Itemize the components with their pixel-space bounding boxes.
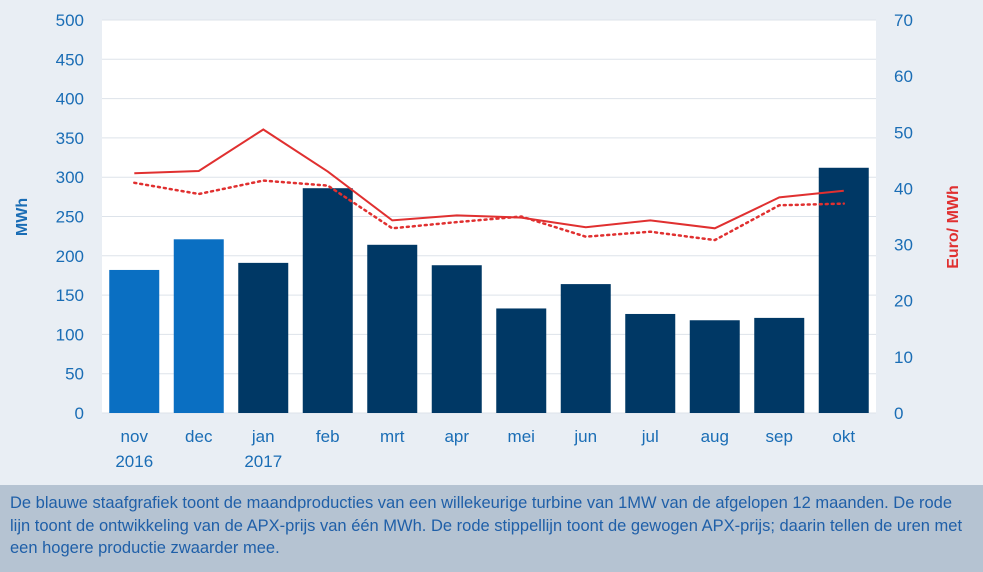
production-price-chart: 0 50 100 150 200 250 300 350 400 450 500 0 10 20 30 40… bbox=[14, 11, 962, 471]
y-left-tick-label: 300 bbox=[56, 168, 84, 187]
bar bbox=[302, 188, 353, 413]
chart-caption: De blauwe staafgrafiek toont de maandpro… bbox=[0, 485, 983, 572]
x-tick-label: nov 2016 bbox=[115, 427, 153, 471]
y-left-tick-label: 450 bbox=[56, 50, 84, 69]
y-right-tick-label: 10 bbox=[894, 348, 913, 367]
y-left-tick-label: 500 bbox=[56, 11, 84, 30]
bar bbox=[754, 317, 805, 413]
bar bbox=[367, 244, 418, 413]
y-left-tick-label: 100 bbox=[56, 325, 84, 344]
x-tick-label: dec bbox=[185, 427, 213, 446]
bar bbox=[238, 262, 289, 413]
x-tick-label: apr bbox=[444, 427, 469, 446]
bar bbox=[689, 320, 740, 413]
x-tick-label: aug bbox=[701, 427, 729, 446]
y-left-tick-label: 50 bbox=[65, 365, 84, 384]
y-left-tick-label: 200 bbox=[56, 247, 84, 266]
y-right-tick-label: 60 bbox=[894, 67, 913, 86]
x-axis-ticks: nov 2016 dec jan 2017 feb mrt apr mei jun jul aug se… bbox=[115, 427, 855, 471]
y-axis-left-ticks: 0 50 100 150 200 250 300 350 400 450 500 bbox=[56, 11, 84, 423]
bar bbox=[625, 313, 676, 413]
y-right-tick-label: 50 bbox=[894, 123, 913, 142]
x-tick-label: jun bbox=[573, 427, 597, 446]
price-lines bbox=[133, 128, 846, 242]
gridlines bbox=[102, 19, 876, 414]
price-line bbox=[134, 128, 844, 230]
y-right-tick-label: 20 bbox=[894, 292, 913, 311]
x-tick-label: mei bbox=[508, 427, 535, 446]
y-left-tick-label: 0 bbox=[75, 404, 84, 423]
x-tick-label: mrt bbox=[380, 427, 405, 446]
bar bbox=[431, 265, 482, 413]
bar bbox=[109, 269, 160, 413]
y-left-tick-label: 350 bbox=[56, 129, 84, 148]
y-axis-right-ticks: 0 10 20 30 40 50 60 70 bbox=[894, 11, 913, 423]
weighted-price-line bbox=[133, 179, 846, 242]
bar bbox=[560, 284, 611, 413]
chart-area: 0 50 100 150 200 250 300 350 400 450 500 0 10 20 30 40… bbox=[14, 11, 962, 471]
x-tick-label: okt bbox=[832, 427, 855, 446]
y-left-tick-label: 250 bbox=[56, 208, 84, 227]
bar bbox=[173, 239, 224, 413]
x-tick-label: jan 2017 bbox=[244, 427, 282, 471]
bars bbox=[109, 167, 869, 413]
y-left-tick-label: 150 bbox=[56, 286, 84, 305]
y-axis-right-title: Euro/ MWh bbox=[945, 185, 962, 269]
y-left-tick-label: 400 bbox=[56, 90, 84, 109]
bar bbox=[496, 308, 547, 413]
x-tick-label: feb bbox=[316, 427, 340, 446]
y-right-tick-label: 70 bbox=[894, 11, 913, 30]
y-axis-left-title: MWh bbox=[14, 198, 31, 236]
x-tick-label: sep bbox=[766, 427, 793, 446]
y-right-tick-label: 0 bbox=[894, 404, 903, 423]
y-right-tick-label: 30 bbox=[894, 236, 913, 255]
bar bbox=[818, 167, 869, 413]
x-tick-label: jul bbox=[641, 427, 659, 446]
y-right-tick-label: 40 bbox=[894, 179, 913, 198]
